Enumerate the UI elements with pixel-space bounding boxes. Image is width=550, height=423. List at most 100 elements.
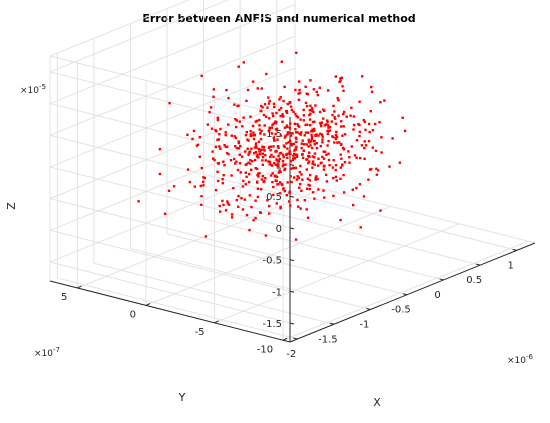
scatter-point bbox=[216, 118, 220, 122]
scatter-point bbox=[200, 203, 203, 206]
scatter-point bbox=[283, 167, 287, 170]
scatter-point bbox=[277, 171, 281, 174]
scatter-point bbox=[312, 140, 316, 143]
scatter-point bbox=[293, 157, 297, 160]
scatter-point bbox=[278, 98, 281, 101]
scatter-point bbox=[282, 155, 285, 159]
scatter-point bbox=[345, 115, 348, 118]
scatter-point bbox=[380, 151, 383, 154]
scatter-point bbox=[283, 126, 287, 129]
scatter-point bbox=[291, 132, 294, 135]
scatter-point bbox=[278, 169, 281, 172]
pane-edge bbox=[294, 181, 536, 244]
scatter-point bbox=[359, 226, 362, 229]
scatter-point bbox=[227, 152, 230, 156]
grid-line bbox=[77, 188, 323, 289]
scatter-point bbox=[313, 156, 316, 159]
scatter-point bbox=[245, 163, 248, 166]
scatter-point bbox=[295, 178, 299, 181]
scatter-point bbox=[195, 144, 199, 147]
scatter-point bbox=[339, 79, 342, 82]
scatter-point bbox=[316, 93, 320, 97]
scatter-point bbox=[275, 159, 279, 162]
scatter-point bbox=[379, 101, 382, 104]
scatter-point bbox=[242, 179, 245, 183]
scatter-point bbox=[224, 209, 228, 212]
z-tick-label: -1 bbox=[272, 287, 282, 298]
scatter-point bbox=[310, 146, 314, 150]
scatter-point bbox=[337, 99, 340, 102]
grid-line bbox=[49, 134, 291, 197]
scatter-point bbox=[230, 134, 233, 137]
scatter-point bbox=[238, 162, 242, 165]
scatter-point bbox=[326, 119, 329, 122]
scatter-point bbox=[323, 124, 326, 127]
y-axis-exponent: ×10-7 bbox=[34, 346, 60, 359]
scatter-point bbox=[292, 142, 296, 146]
scatter-point bbox=[295, 51, 298, 54]
scatter-point bbox=[306, 177, 310, 180]
scatter-point bbox=[272, 102, 276, 105]
scatter-point bbox=[300, 173, 303, 176]
scatter-point bbox=[200, 166, 203, 170]
scatter-point bbox=[300, 142, 303, 145]
scatter-point bbox=[275, 202, 278, 205]
grid-line bbox=[276, 188, 517, 251]
y-tick-mark bbox=[214, 320, 219, 324]
scatter-point bbox=[285, 194, 288, 197]
z-axis-exponent: ×10-5 bbox=[20, 83, 46, 96]
scatter-point bbox=[218, 145, 221, 148]
scatter-point bbox=[234, 162, 237, 165]
scatter-point bbox=[282, 163, 285, 166]
z-tick-mark bbox=[289, 195, 295, 198]
scatter-point bbox=[248, 228, 251, 232]
scatter-point bbox=[304, 85, 307, 88]
grid-line bbox=[49, 162, 296, 263]
scatter-point bbox=[281, 164, 284, 168]
scatter-point bbox=[286, 102, 289, 106]
scatter-point bbox=[244, 183, 247, 186]
scatter-point bbox=[375, 167, 378, 170]
scatter-point bbox=[254, 120, 257, 123]
scatter-point bbox=[308, 141, 312, 144]
scatter-point bbox=[302, 149, 305, 152]
z-tick-mark bbox=[289, 322, 295, 325]
scatter-point bbox=[300, 146, 303, 150]
scatter-point bbox=[310, 133, 313, 137]
scatter-point bbox=[244, 171, 247, 174]
scatter-point bbox=[245, 213, 249, 217]
scatter-point bbox=[301, 153, 304, 156]
scatter-point bbox=[369, 110, 372, 113]
scatter-point bbox=[304, 123, 307, 127]
scatter-point bbox=[237, 104, 240, 107]
scatter-point bbox=[245, 175, 248, 178]
scatter-point bbox=[313, 197, 316, 200]
scatter-point bbox=[241, 208, 245, 211]
scatter-point bbox=[337, 114, 340, 117]
scatter-point bbox=[251, 80, 255, 83]
scatter-point bbox=[255, 146, 258, 149]
scatter-point bbox=[322, 150, 325, 153]
scatter-point bbox=[186, 133, 189, 136]
scatter-point bbox=[215, 130, 218, 133]
scatter-point bbox=[314, 104, 317, 107]
scatter-point bbox=[352, 123, 356, 127]
scatter-point bbox=[270, 126, 273, 129]
grid-lines bbox=[49, 0, 536, 341]
scatter-point bbox=[284, 134, 287, 137]
scatter-point bbox=[247, 161, 250, 164]
scatter-point bbox=[276, 183, 279, 186]
grid-line bbox=[49, 35, 296, 136]
scatter-point bbox=[259, 138, 263, 141]
scatter-point bbox=[202, 180, 205, 183]
scatter-point bbox=[172, 185, 176, 188]
z-axis-label: Z bbox=[5, 202, 18, 210]
scatter-point bbox=[258, 124, 261, 127]
scatter-point bbox=[310, 136, 314, 139]
scatter-point bbox=[310, 137, 314, 141]
scatter-point bbox=[261, 106, 264, 109]
scatter-point bbox=[314, 176, 317, 179]
scatter-point bbox=[343, 161, 347, 164]
grid-line bbox=[49, 67, 296, 168]
scatter-point bbox=[271, 112, 274, 115]
